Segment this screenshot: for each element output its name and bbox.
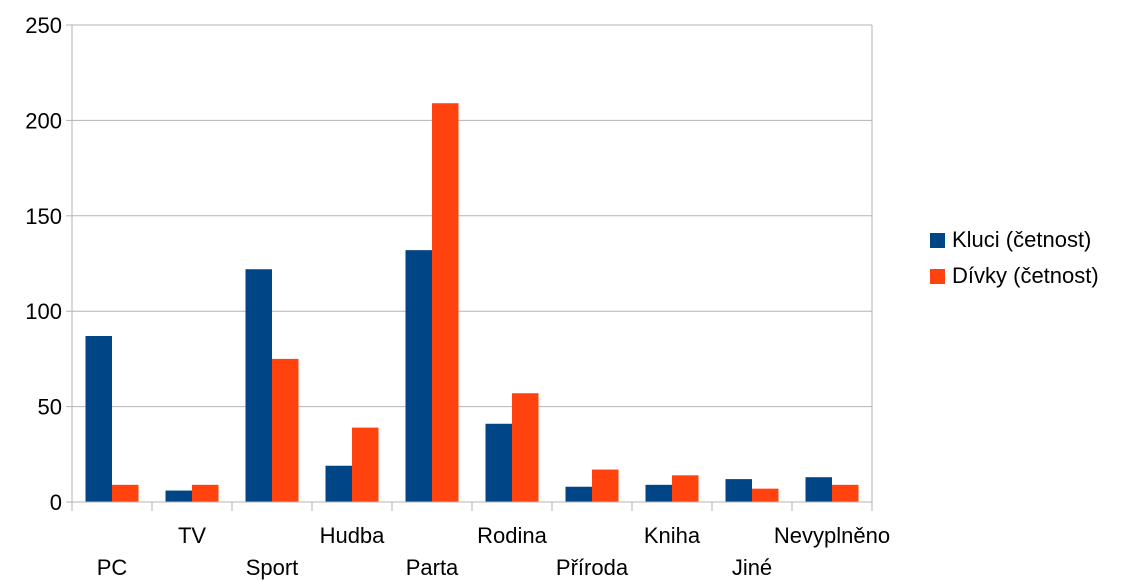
- bar-divky-1: [192, 484, 219, 502]
- bar-divky-7: [672, 475, 699, 502]
- x-tick-label-0: PC: [97, 555, 128, 580]
- bar-divky-9: [832, 484, 859, 502]
- bar-kluci-9: [805, 477, 832, 502]
- legend-label-kluci: Kluci (četnost): [952, 227, 1092, 252]
- bar-kluci-2: [245, 269, 272, 502]
- y-tick-label-200: 200: [25, 108, 62, 133]
- bar-divky-5: [512, 393, 539, 502]
- bar-divky-3: [352, 427, 379, 502]
- x-tick-label-7: Kniha: [644, 523, 701, 548]
- x-tick-label-8: Jiné: [732, 555, 772, 580]
- bars: [85, 103, 859, 502]
- x-tick-label-1: TV: [178, 523, 206, 548]
- y-tick-label-0: 0: [50, 490, 62, 515]
- bar-kluci-8: [725, 479, 752, 502]
- bar-divky-6: [592, 469, 619, 502]
- bar-kluci-1: [165, 490, 192, 502]
- bar-kluci-6: [565, 486, 592, 502]
- bar-kluci-3: [325, 465, 352, 502]
- legend-item-kluci: Kluci (četnost): [930, 222, 1099, 258]
- x-tick-label-2: Sport: [246, 555, 299, 580]
- legend-label-divky: Dívky (četnost): [952, 263, 1099, 288]
- legend-swatch-kluci: [930, 232, 945, 248]
- bar-kluci-4: [405, 250, 432, 502]
- y-tick-label-250: 250: [25, 13, 62, 38]
- x-tick-labels: PC TV Sport Hudba Parta Rodina Příroda Kniha Jin…: [97, 523, 890, 580]
- gridlines: [72, 24, 872, 408]
- y-tick-labels: 0 50 100 150 200 250: [25, 13, 62, 515]
- x-tick-label-3: Hudba: [320, 523, 386, 548]
- x-tick-label-4: Parta: [406, 555, 459, 580]
- x-tick-label-5: Rodina: [477, 523, 547, 548]
- legend-swatch-divky: [930, 268, 945, 284]
- bar-kluci-0: [85, 336, 112, 502]
- bar-divky-8: [752, 488, 779, 502]
- legend-item-divky: Dívky (četnost): [930, 258, 1099, 294]
- y-tick-label-100: 100: [25, 299, 62, 324]
- legend: Kluci (četnost) Dívky (četnost): [930, 222, 1099, 294]
- y-tick-label-150: 150: [25, 204, 62, 229]
- bar-divky-4: [432, 103, 459, 502]
- bar-divky-0: [112, 484, 139, 502]
- bar-kluci-5: [485, 423, 512, 502]
- axes: [66, 24, 873, 511]
- bar-kluci-7: [645, 484, 672, 502]
- x-tick-label-9: Nevyplněno: [774, 523, 890, 548]
- y-tick-label-50: 50: [38, 395, 62, 420]
- x-tick-label-6: Příroda: [556, 555, 629, 580]
- bar-divky-2: [272, 358, 299, 502]
